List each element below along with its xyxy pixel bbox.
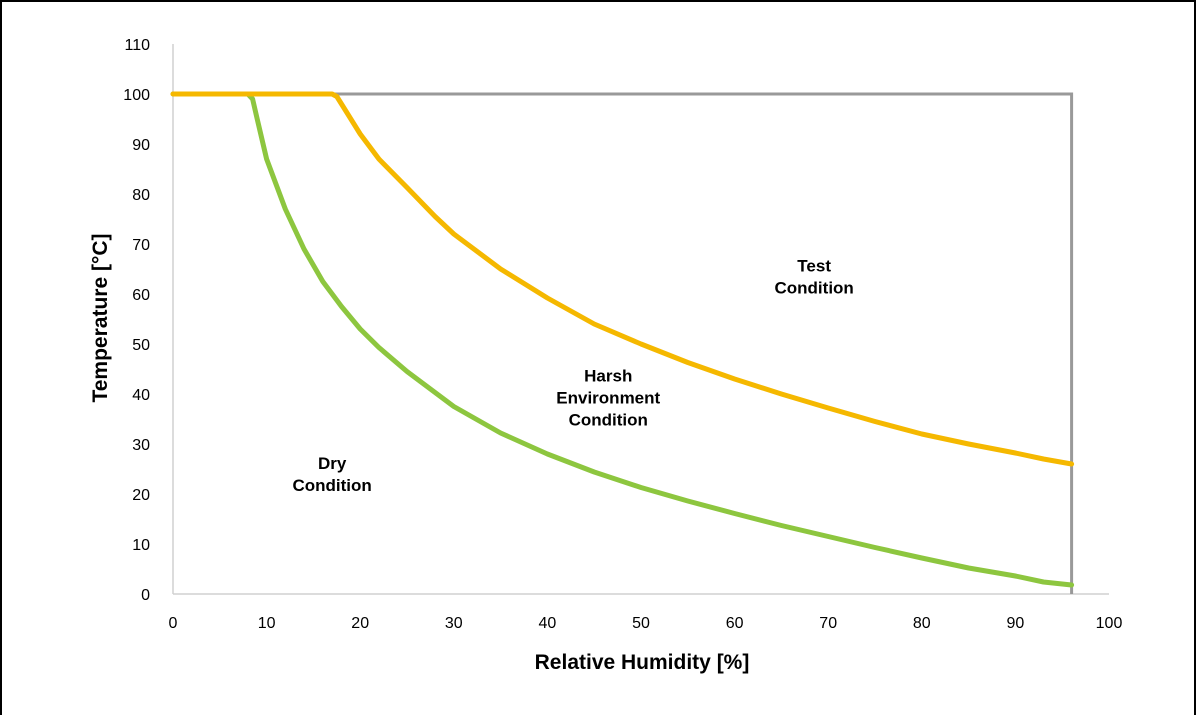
x-tick-label: 70 [819,615,837,632]
x-tick-label: 80 [913,615,931,632]
x-tick-label: 100 [1096,615,1123,632]
region-label: Test Condition [775,257,854,298]
axes: 0 10 20 30 40 50 60 70 80 90 100 0 10 20 30 40 50 60 70 80 9… [123,37,1122,632]
y-tick-label: 80 [132,187,150,204]
y-tick-label: 40 [132,387,150,404]
y-tick-label: 20 [132,487,150,504]
region-label-line: Harsh [584,367,632,386]
region-label-line: Environment [556,389,660,408]
y-tick-label: 100 [123,87,150,104]
series-line-1 [170,91,1075,588]
region-label-line: Condition [292,476,371,495]
x-tick-label: 60 [726,615,744,632]
y-tick-label: 110 [124,37,150,54]
region-label-line: Test [797,257,831,276]
series-line-2 [170,91,1075,467]
axis-titles: Relative Humidity [%] Temperature [°C] [89,233,749,674]
y-tick-label: 0 [141,587,150,604]
y-tick-label: 10 [132,537,150,554]
y-axis-title: Temperature [°C] [89,233,112,402]
series-lines [170,91,1075,588]
limit-boundary-line [173,92,1074,594]
y-tick-label: 60 [132,287,150,304]
x-axis-title: Relative Humidity [%] [535,651,750,674]
y-tick-label: 90 [132,137,150,154]
x-tick-label: 30 [445,615,463,632]
x-tick-label: 90 [1007,615,1025,632]
region-label-line: Condition [775,279,854,298]
region-label: Harsh Environment Condition [556,367,660,430]
region-label-line: Condition [569,411,648,430]
x-tick-label: 0 [169,615,178,632]
x-tick-label: 20 [351,615,369,632]
limit-lines [173,92,1074,594]
x-tick-label: 50 [632,615,650,632]
x-tick-label: 40 [539,615,557,632]
region-label: Dry Condition [292,454,371,495]
x-tick-label: 10 [258,615,276,632]
y-tick-label: 50 [132,337,150,354]
y-tick-label: 70 [132,237,150,254]
y-tick-label: 30 [132,437,150,454]
region-label-line: Dry [318,454,347,473]
